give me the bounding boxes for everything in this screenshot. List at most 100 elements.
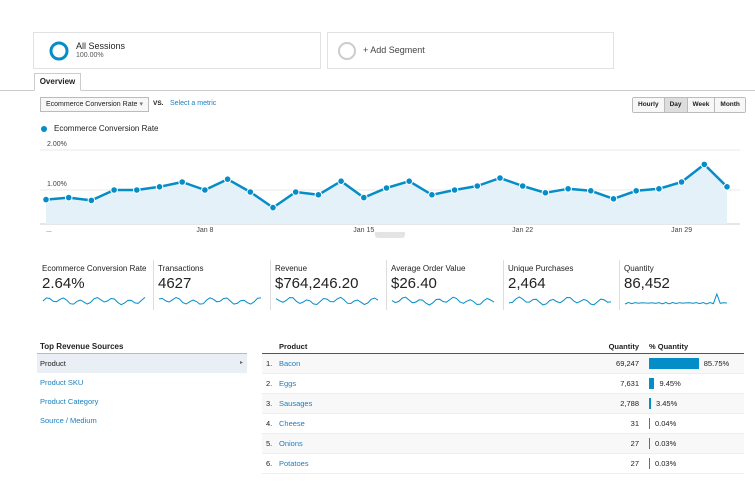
table-row: 2. Eggs 7,631 9.45% <box>262 374 744 394</box>
point <box>178 178 186 186</box>
point <box>450 186 459 194</box>
y-tick-label: 1.00% <box>47 181 67 188</box>
point <box>428 191 436 199</box>
sparkline-path <box>624 293 728 305</box>
select-metric[interactable]: Select a metric <box>170 100 217 107</box>
scorecards: Ecommerce Conversion Rate 2.64% Transactio… <box>0 260 755 312</box>
card-value: 2,464 <box>508 275 546 292</box>
period-button[interactable]: Week <box>686 98 715 112</box>
product-link[interactable]: Sausages <box>279 399 313 408</box>
product-link[interactable]: Onions <box>279 439 303 448</box>
segment-card[interactable]: + Add Segment <box>327 32 614 69</box>
card-divider <box>153 260 154 310</box>
point <box>655 185 663 193</box>
chart: 2.00% 1.00%... Jan 8 Jan 15 Jan 22 Jan 29 <box>40 141 740 234</box>
sparkline-path <box>42 296 146 306</box>
point <box>700 160 709 169</box>
point <box>677 178 686 186</box>
segment-card[interactable]: All Sessions 100.00% <box>33 32 321 69</box>
period-button[interactable]: Month <box>714 98 745 112</box>
rank: 2. <box>266 379 273 388</box>
source-item[interactable]: Product Category <box>37 392 247 411</box>
product-link[interactable]: Bacon <box>279 359 301 368</box>
period-button[interactable]: Day <box>663 98 687 112</box>
quantity: 31 <box>630 419 639 428</box>
percent-bar <box>649 378 655 389</box>
add-segment[interactable]: + Add Segment <box>363 45 425 55</box>
product-link[interactable]: Potatoes <box>279 459 309 468</box>
card-value: $764,246.20 <box>275 275 359 292</box>
table-row: 6. Potatoes 27 0.03% <box>262 454 744 474</box>
rank: 3. <box>266 399 273 408</box>
tab[interactable]: Overview <box>34 73 81 91</box>
card-label: Quantity <box>624 264 654 273</box>
percent-bar <box>649 438 650 449</box>
product-link[interactable]: Cheese <box>279 419 305 428</box>
segment-ring <box>49 41 69 61</box>
card-divider <box>270 260 271 310</box>
percent-label: 0.03% <box>655 439 677 448</box>
percent-bar <box>649 398 651 409</box>
metric-dropdown[interactable]: Ecommerce Conversion Rate ▾ <box>40 97 149 112</box>
column-header: % Quantity <box>649 342 689 351</box>
quantity: 27 <box>630 459 639 468</box>
point <box>723 183 731 191</box>
rank: 6. <box>266 459 273 468</box>
x-tick-label: ... <box>46 227 52 234</box>
card-value: $26.40 <box>391 275 437 292</box>
rank: 1. <box>266 359 273 368</box>
card-divider <box>503 260 504 310</box>
point <box>201 186 209 194</box>
legend-marker <box>41 126 47 132</box>
resize-handle[interactable] <box>375 232 405 238</box>
period-button[interactable]: Hourly <box>633 98 664 112</box>
point <box>87 196 96 205</box>
vs: VS. <box>153 100 164 107</box>
sparkline-path <box>275 296 379 306</box>
source-item[interactable]: Product SKU <box>37 373 247 392</box>
point <box>42 195 50 204</box>
point <box>564 185 572 193</box>
x-tick-label: Jan 22 <box>512 227 533 234</box>
panel-title: Top Revenue Sources <box>37 340 247 354</box>
source-label: Product SKU <box>40 378 84 387</box>
area <box>46 164 727 224</box>
sources-panel: Top Revenue Sources Product ▸ Product SKU Pr… <box>37 340 247 430</box>
point <box>64 193 73 202</box>
percent-label: 3.45% <box>656 399 678 408</box>
source-item[interactable]: Product ▸ <box>37 354 247 373</box>
point <box>110 186 118 194</box>
product-link[interactable]: Eggs <box>279 379 297 388</box>
source-label: Product Category <box>40 397 99 406</box>
table-row: 1. Bacon 69,247 85.75% <box>262 354 744 374</box>
sparkline <box>275 296 379 306</box>
card-label: Unique Purchases <box>508 264 574 273</box>
source-item[interactable]: Source / Medium <box>37 411 247 430</box>
arrow: ▸ <box>239 360 243 366</box>
percent-bar <box>649 358 699 369</box>
point <box>609 195 618 203</box>
card-label: Revenue <box>275 264 308 273</box>
x-tick-label: Jan 15 <box>353 227 374 234</box>
quantity: 7,631 <box>620 379 639 388</box>
period-buttons: Hourly Day Week Month <box>632 97 746 113</box>
point <box>155 183 164 191</box>
table-row: 4. Cheese 31 0.04% <box>262 414 744 434</box>
column-header: Quantity <box>608 342 639 351</box>
segment-ring <box>338 42 356 60</box>
rank: 4. <box>266 419 273 428</box>
point <box>314 191 323 199</box>
source-label: Source / Medium <box>40 416 97 425</box>
metric-name: Ecommerce Conversion Rate <box>46 101 138 108</box>
percent-bar <box>649 458 650 469</box>
card-label: Ecommerce Conversion Rate <box>42 264 147 273</box>
table-header: Product Quantity % Quantity <box>262 340 744 354</box>
caret: ▾ <box>139 101 143 108</box>
point <box>587 187 595 195</box>
segment-name: All Sessions <box>76 41 126 51</box>
point <box>496 174 504 182</box>
point <box>382 184 391 192</box>
card-divider <box>386 260 387 310</box>
point <box>133 186 141 194</box>
sparkline-path <box>508 296 612 306</box>
